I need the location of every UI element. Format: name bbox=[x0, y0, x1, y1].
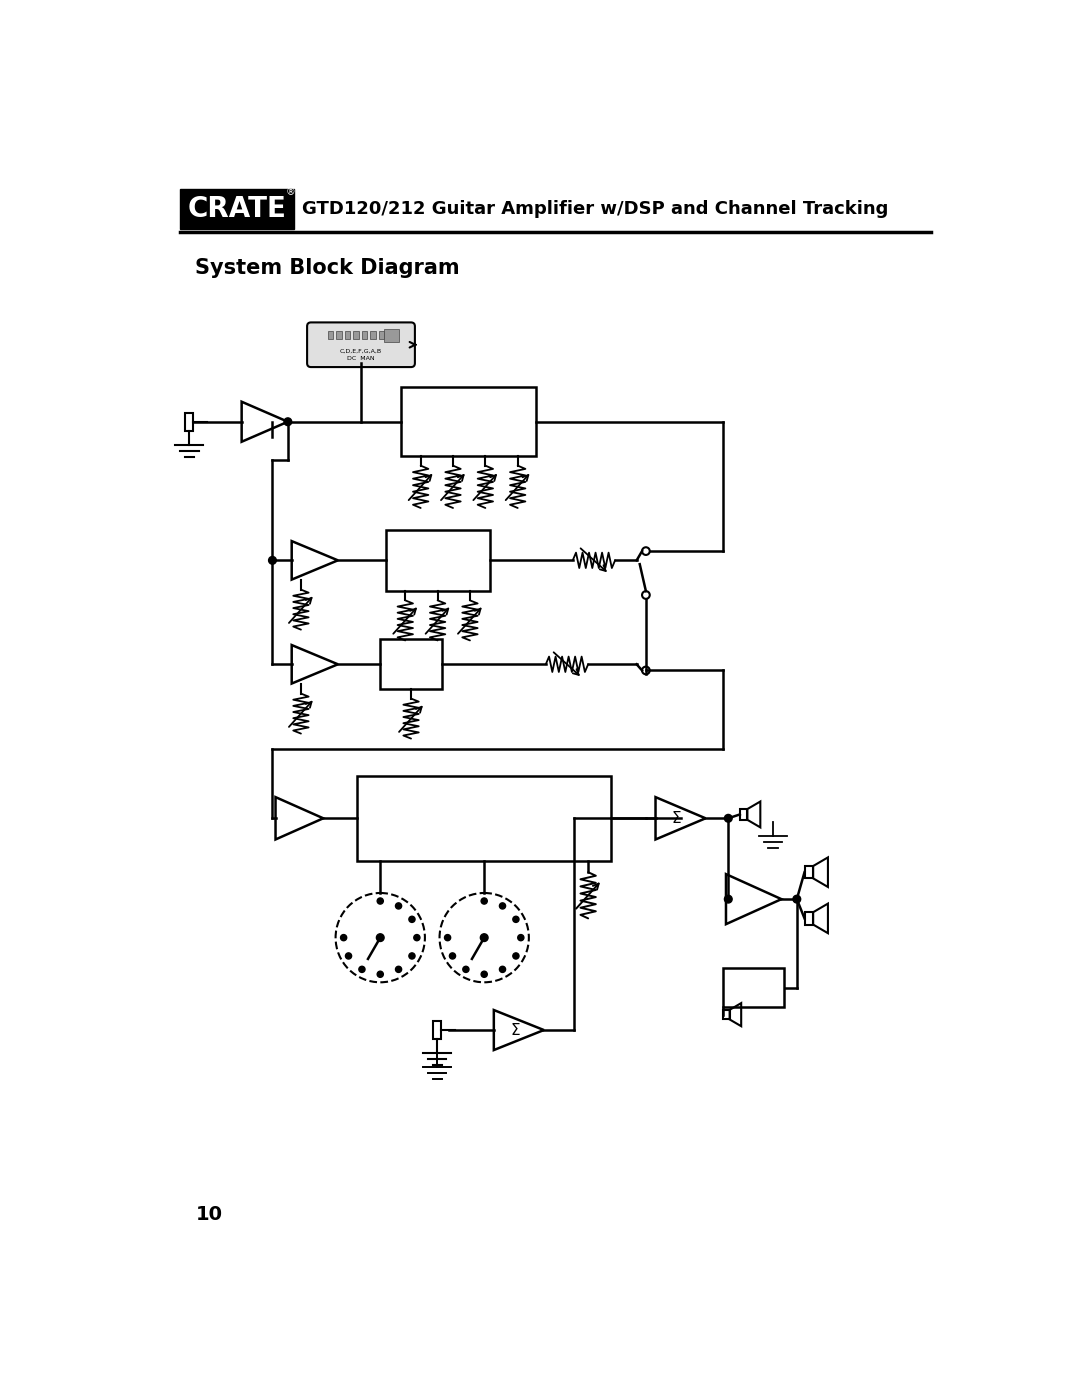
Text: C,D,E,F,G,A,B: C,D,E,F,G,A,B bbox=[340, 348, 382, 353]
Bar bbox=[186, 412, 193, 432]
Circle shape bbox=[346, 953, 352, 958]
Text: System Block Diagram: System Block Diagram bbox=[195, 257, 460, 278]
Circle shape bbox=[793, 895, 800, 902]
Text: $\Sigma$: $\Sigma$ bbox=[510, 1023, 521, 1038]
Circle shape bbox=[513, 953, 519, 958]
Circle shape bbox=[445, 935, 450, 940]
Bar bbox=[386, 529, 490, 591]
Text: $\Sigma$: $\Sigma$ bbox=[672, 810, 681, 826]
Text: GTD120/212 Guitar Amplifier w/DSP and Channel Tracking: GTD120/212 Guitar Amplifier w/DSP and Ch… bbox=[301, 200, 888, 218]
Circle shape bbox=[395, 902, 402, 909]
Bar bbox=[723, 968, 784, 1007]
Circle shape bbox=[513, 916, 519, 922]
Circle shape bbox=[409, 916, 415, 922]
Bar bbox=[387, 331, 392, 338]
Text: CRATE: CRATE bbox=[188, 196, 286, 224]
Circle shape bbox=[414, 935, 420, 940]
Circle shape bbox=[499, 902, 505, 909]
Circle shape bbox=[449, 953, 456, 958]
Circle shape bbox=[481, 933, 488, 942]
Text: DC  MAN: DC MAN bbox=[347, 356, 375, 360]
Text: 10: 10 bbox=[195, 1206, 222, 1224]
Bar bbox=[380, 640, 442, 689]
Bar bbox=[353, 331, 359, 338]
Circle shape bbox=[359, 967, 365, 972]
Circle shape bbox=[725, 814, 732, 823]
Circle shape bbox=[269, 556, 276, 564]
Bar bbox=[345, 331, 350, 338]
Circle shape bbox=[340, 935, 347, 940]
Circle shape bbox=[725, 895, 732, 902]
Circle shape bbox=[377, 898, 383, 904]
Circle shape bbox=[377, 971, 383, 978]
Bar bbox=[379, 331, 384, 338]
Circle shape bbox=[481, 898, 487, 904]
Circle shape bbox=[517, 935, 524, 940]
Bar bbox=[180, 189, 294, 229]
Bar bbox=[805, 866, 813, 879]
Bar bbox=[384, 330, 400, 342]
Bar bbox=[362, 331, 367, 338]
Circle shape bbox=[284, 418, 292, 426]
Bar bbox=[805, 912, 813, 925]
Circle shape bbox=[377, 933, 384, 942]
Bar bbox=[336, 331, 341, 338]
FancyBboxPatch shape bbox=[307, 323, 415, 367]
Bar bbox=[723, 1010, 730, 1020]
Bar bbox=[357, 775, 611, 861]
Circle shape bbox=[463, 967, 469, 972]
Bar bbox=[433, 1021, 441, 1039]
Circle shape bbox=[409, 953, 415, 958]
Bar bbox=[740, 809, 747, 820]
Circle shape bbox=[395, 967, 402, 972]
Circle shape bbox=[499, 967, 505, 972]
Bar bbox=[402, 387, 536, 457]
Bar bbox=[328, 331, 334, 338]
Bar bbox=[370, 331, 376, 338]
Text: ®: ® bbox=[285, 187, 295, 197]
Circle shape bbox=[481, 971, 487, 978]
